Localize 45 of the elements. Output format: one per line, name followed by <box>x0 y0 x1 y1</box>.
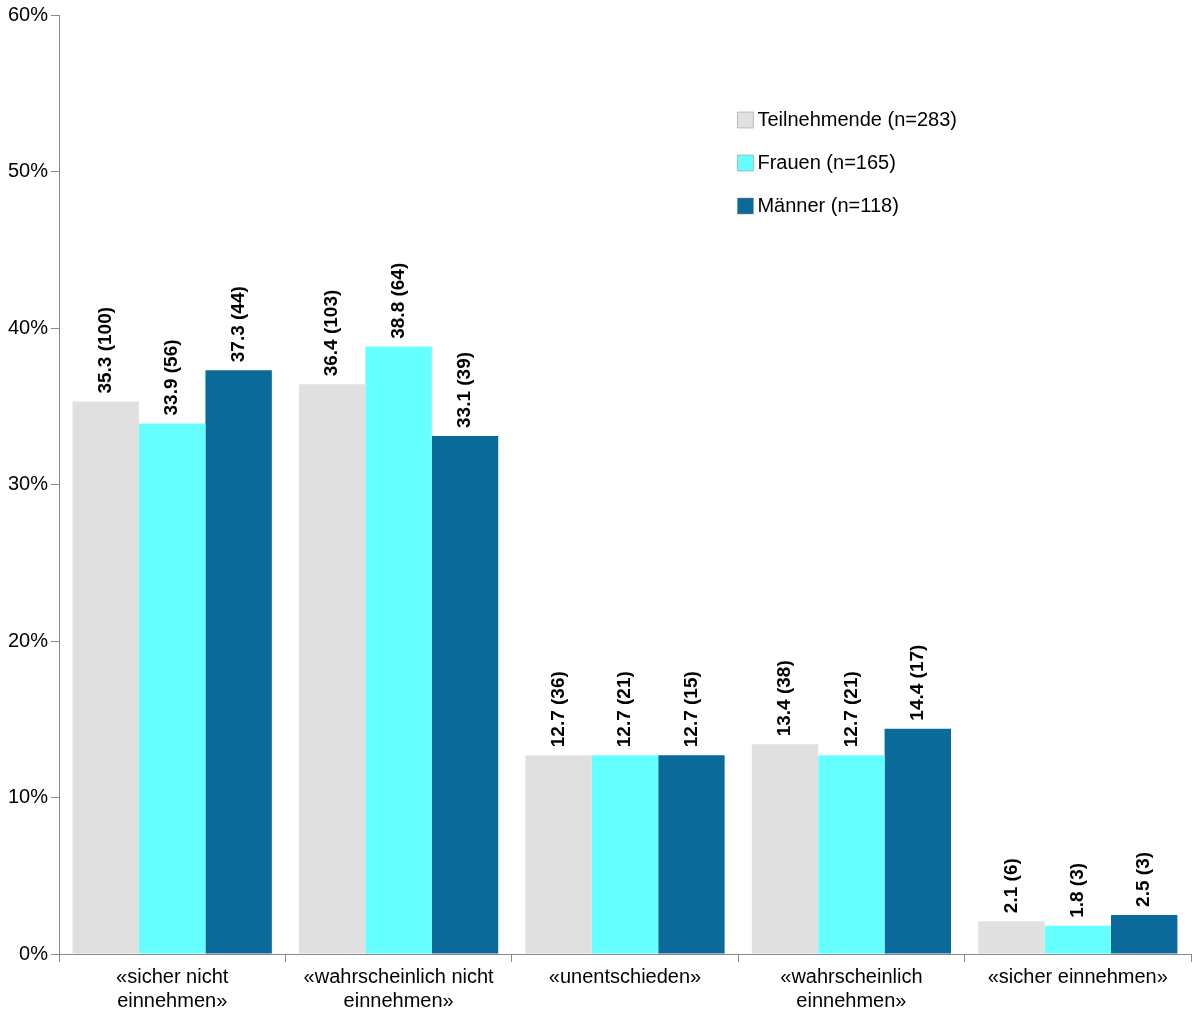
bar <box>818 755 885 954</box>
data-label: 12.7 (21) <box>613 671 635 748</box>
data-label: 14.4 (17) <box>906 644 928 721</box>
data-label: 12.7 (15) <box>679 671 701 748</box>
y-tick-label: 50% <box>8 159 49 182</box>
bar <box>591 755 659 954</box>
x-tick-label: «sicher einnehmen» <box>987 964 1168 987</box>
bar <box>1111 914 1178 954</box>
bar <box>525 755 592 954</box>
y-tick-label: 20% <box>8 628 49 651</box>
data-label: 33.1 (39) <box>453 351 475 428</box>
bar <box>658 755 725 954</box>
data-label: 13.4 (38) <box>773 660 795 737</box>
y-tick-label: 0% <box>19 941 49 964</box>
x-tick-label: «wahrscheinlich nicht einnehmen» <box>303 964 495 1011</box>
data-label: 2.1 (6) <box>999 858 1021 914</box>
data-label: 33.9 (56) <box>160 339 182 416</box>
bar <box>72 401 140 954</box>
x-tick-label: «sicher nicht einnehmen» <box>116 964 229 1011</box>
bar <box>1044 925 1112 954</box>
data-label: 1.8 (3) <box>1066 862 1088 918</box>
bar <box>205 370 272 954</box>
data-label: 12.7 (36) <box>546 671 568 748</box>
legend-label: Frauen (n=165) <box>757 150 896 173</box>
y-tick-label: 40% <box>8 315 49 338</box>
data-label: 36.4 (103) <box>320 289 342 377</box>
bar <box>365 346 432 954</box>
y-tick-label: 10% <box>8 785 49 808</box>
legend-label: Männer (n=118) <box>757 193 899 216</box>
legend-label: Teilnehmende (n=283) <box>757 107 958 130</box>
data-label: 38.8 (64) <box>386 262 408 339</box>
x-tick-label: «unentschieden» <box>548 964 702 987</box>
data-label: 2.5 (3) <box>1132 851 1154 907</box>
bar <box>299 384 366 954</box>
bar <box>431 435 499 954</box>
bar <box>884 728 952 954</box>
y-tick-label: 30% <box>8 472 49 495</box>
bar <box>751 744 819 954</box>
data-label: 35.3 (100) <box>94 306 116 394</box>
x-tick-label: «wahrscheinlich einnehmen» <box>780 964 923 1011</box>
y-tick-label: 60% <box>8 2 49 25</box>
bar <box>139 423 206 954</box>
data-label: 12.7 (21) <box>839 671 861 748</box>
bar <box>978 921 1045 954</box>
data-label: 37.3 (44) <box>226 286 248 363</box>
